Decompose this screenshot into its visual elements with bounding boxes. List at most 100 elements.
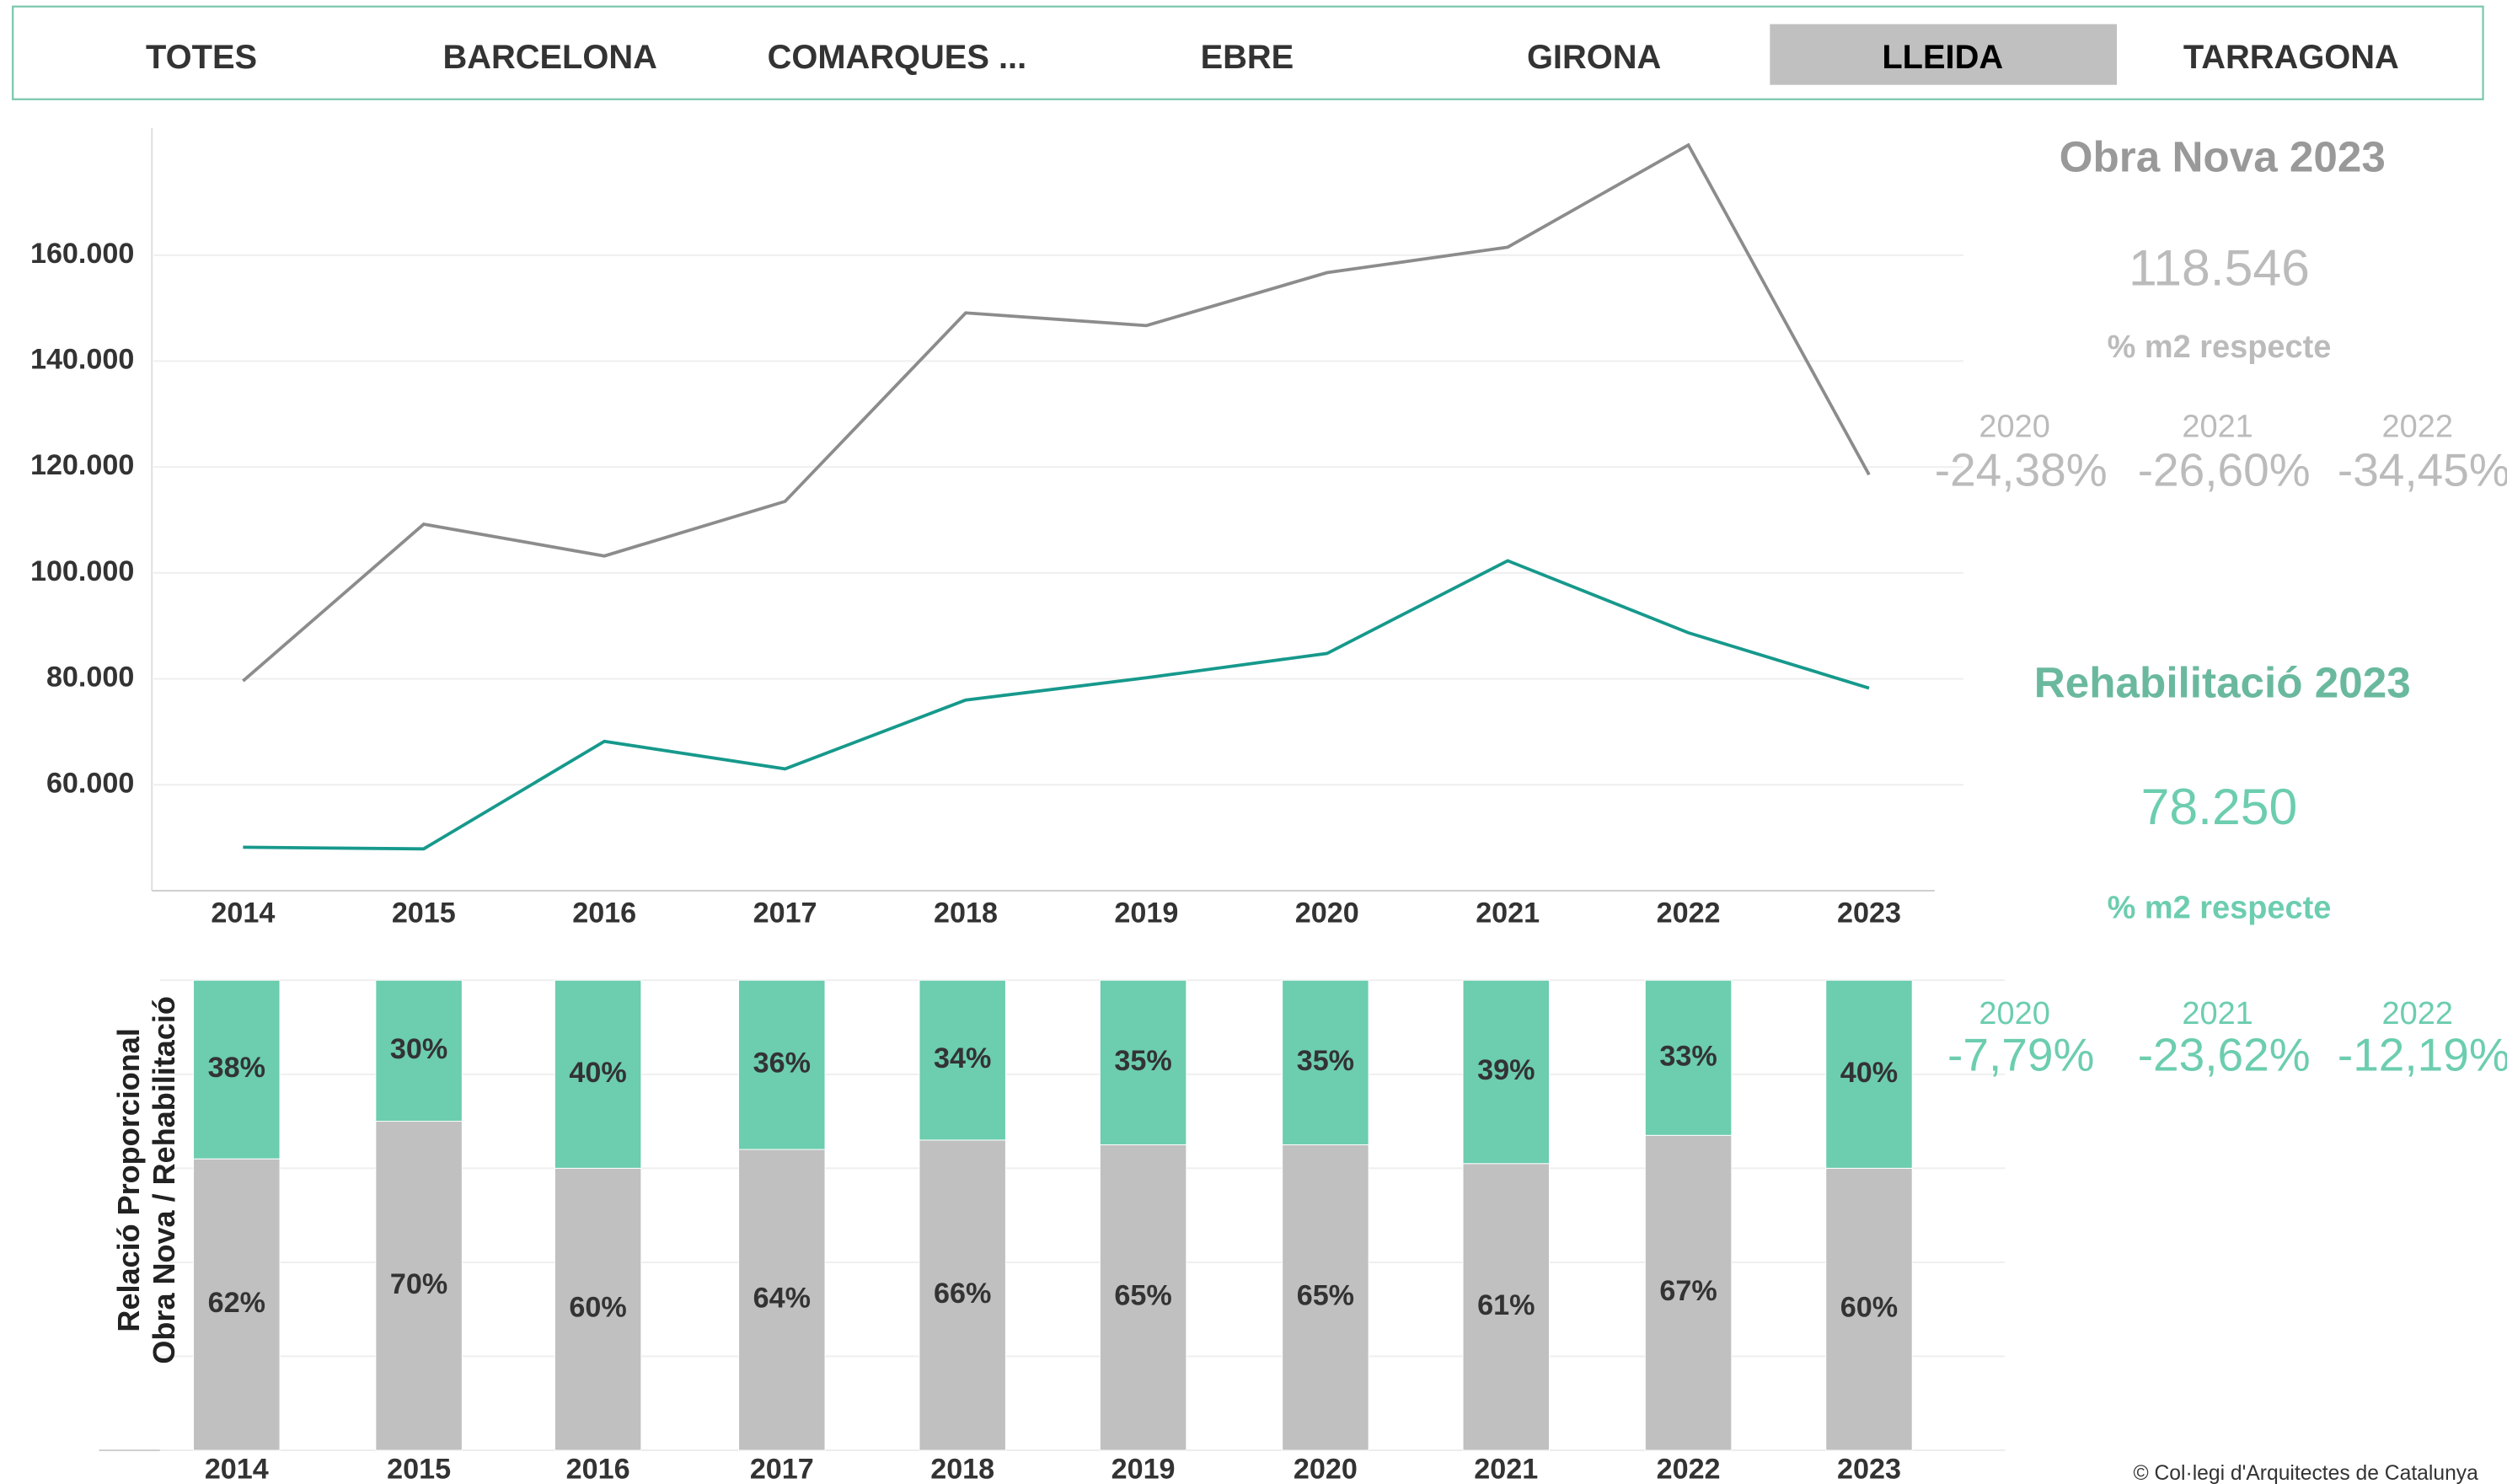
bar-label: 40%	[1840, 1057, 1898, 1089]
y-tick-label: 60.000	[46, 767, 134, 799]
bar-label: 65%	[1114, 1280, 1171, 1312]
bar-label: 30%	[390, 1033, 447, 1065]
bar-label: 64%	[753, 1283, 811, 1315]
y-axis-title: Relació Proporcional Obra Nova / Rehabili…	[111, 996, 181, 1364]
x-tick-label: 2015	[387, 1454, 451, 1484]
kpi-change: -26,60%	[2138, 443, 2311, 496]
x-tick-label: 2014	[211, 897, 275, 929]
kpi-value: 118.546	[2129, 239, 2310, 297]
bar-label: 66%	[934, 1278, 991, 1310]
bar-segment	[1644, 979, 1733, 1136]
bar-segment	[919, 1139, 1006, 1451]
tab-selected	[1770, 24, 2118, 85]
x-tick-label: 2016	[566, 1454, 630, 1484]
bar-segment	[375, 1121, 463, 1451]
tab[interactable]: COMARQUES ...	[768, 39, 1027, 76]
kpi-year: 2021	[2182, 410, 2253, 445]
x-tick-label: 2021	[1476, 897, 1540, 929]
bar-segment	[1099, 1144, 1187, 1451]
bar-segment	[1825, 979, 1913, 1169]
x-tick-label: 2017	[750, 1454, 814, 1484]
bar-segment	[738, 1149, 826, 1451]
kpi-year: 2021	[2182, 996, 2253, 1031]
bar-label: 62%	[208, 1287, 265, 1319]
tab[interactable]: GIRONA	[1527, 39, 1661, 76]
bar-segment	[193, 979, 281, 1160]
kpi-subtitle: % m2 respecte	[2108, 891, 2332, 926]
bar-segment	[1099, 979, 1187, 1145]
bar-label: 35%	[1297, 1045, 1354, 1077]
bar-label: 35%	[1114, 1045, 1171, 1077]
bar-segment	[919, 979, 1006, 1141]
kpi-change: -7,79%	[1947, 1029, 2094, 1081]
kpi-year: 2020	[1979, 996, 2049, 1031]
tab-bar	[12, 5, 2484, 100]
x-tick-label: 2019	[1112, 1454, 1176, 1484]
bar-label: 36%	[753, 1047, 811, 1080]
x-tick-label: 2015	[392, 897, 456, 929]
kpi-change: -12,19%	[2338, 1029, 2507, 1081]
x-tick-label: 2020	[1294, 1454, 1358, 1484]
kpi-year: 2020	[1979, 410, 2049, 445]
kpi-change: -34,45%	[2338, 443, 2507, 496]
bar-label: 34%	[934, 1042, 991, 1074]
x-tick-label: 2016	[572, 897, 636, 929]
kpi-subtitle: % m2 respecte	[2108, 329, 2332, 365]
x-tick-label: 2020	[1295, 897, 1359, 929]
y-tick-label: 160.000	[30, 238, 134, 270]
x-tick-label: 2021	[1474, 1454, 1538, 1484]
bar-segment	[1462, 979, 1550, 1165]
bar-segment	[554, 979, 642, 1169]
x-tick-label: 2017	[753, 897, 817, 929]
y-tick-label: 80.000	[46, 662, 134, 694]
y-axis-title: Obra Nova / Rehabilitació	[147, 996, 181, 1364]
y-tick-label: 140.000	[30, 343, 134, 375]
kpi-title: Obra Nova 2023	[2060, 132, 2386, 180]
kpi-year: 2022	[2382, 410, 2453, 445]
x-tick-label: 2014	[205, 1454, 269, 1484]
bar-segment	[554, 1167, 642, 1451]
line-series	[242, 142, 1871, 683]
kpi-title: Rehabilitació 2023	[2034, 659, 2411, 707]
bar-label: 33%	[1659, 1040, 1717, 1072]
bar-segment	[738, 979, 826, 1150]
y-tick-label: 100.000	[30, 555, 134, 587]
kpi-year: 2022	[2382, 996, 2453, 1031]
bar-segment	[375, 979, 463, 1122]
content: TOTES BARCELONA COMARQUES ... EBRE GIRONA LLE…	[30, 24, 2507, 1484]
bar-segment	[1825, 1167, 1913, 1451]
bar-label: 60%	[569, 1292, 626, 1324]
bar-label: 61%	[1477, 1289, 1535, 1321]
bar-label: 70%	[390, 1268, 447, 1300]
x-tick-label: 2022	[1657, 1454, 1721, 1484]
line-series	[243, 559, 1870, 851]
bar-segment	[1462, 1163, 1550, 1451]
x-tick-label: 2023	[1837, 897, 1901, 929]
kpi-change: -24,38%	[1935, 443, 2108, 496]
kpi-change: -23,62%	[2138, 1029, 2311, 1081]
x-tick-label: 2018	[934, 897, 998, 929]
bar-segment	[1282, 979, 1369, 1145]
bar-label: 65%	[1297, 1280, 1354, 1312]
kpi-value: 78.250	[2141, 778, 2298, 835]
x-tick-label: 2022	[1657, 897, 1721, 929]
footer: © Col·legi d'Arquitectes de Catalunya	[2133, 1462, 2478, 1484]
tab[interactable]: BARCELONA	[442, 39, 656, 76]
bar-label: 60%	[1840, 1292, 1898, 1324]
bar-segment	[1644, 1134, 1733, 1451]
bar-segment	[1282, 1144, 1369, 1451]
x-tick-label: 2018	[930, 1454, 994, 1484]
bar-label: 67%	[1659, 1275, 1717, 1307]
tab[interactable]: TARRAGONA	[2183, 39, 2399, 76]
y-axis-title: Relació Proporcional	[111, 1028, 146, 1331]
tab[interactable]: EBRE	[1201, 39, 1294, 76]
bar-segment	[193, 1158, 281, 1451]
bar-label: 39%	[1477, 1054, 1535, 1086]
bar-label: 40%	[569, 1057, 626, 1089]
tab[interactable]: LLEIDA	[1882, 39, 2003, 76]
tab[interactable]: TOTES	[146, 39, 257, 76]
bar-label: 38%	[208, 1052, 265, 1084]
x-tick-label: 2023	[1837, 1454, 1901, 1484]
